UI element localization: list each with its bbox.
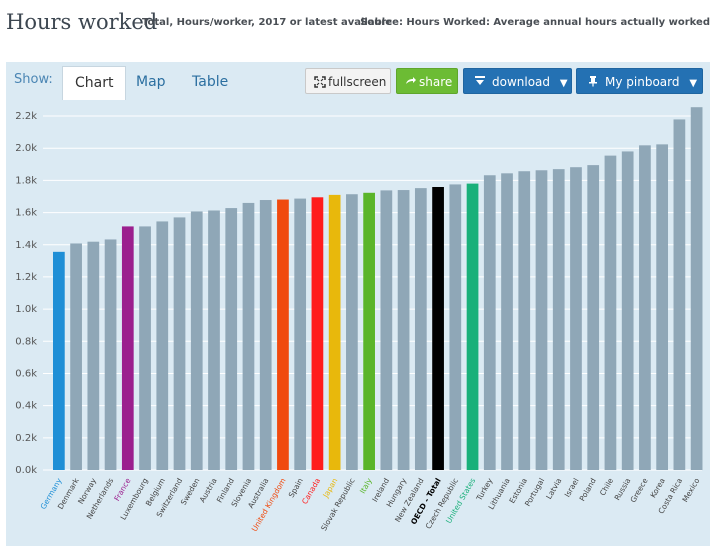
bar-italy[interactable]	[363, 192, 375, 470]
fullscreen-button[interactable]: fullscreen	[305, 68, 391, 94]
bar-israel[interactable]	[570, 167, 582, 471]
x-tick-label: Mexico	[680, 476, 701, 504]
bar-estonia[interactable]	[518, 171, 531, 470]
pinboard-button[interactable]: My pinboard ▼	[576, 68, 703, 94]
y-tick-label: 0.4k	[15, 401, 37, 412]
bar-spain[interactable]	[294, 198, 307, 470]
bar-latvia[interactable]	[552, 169, 565, 470]
bar-turkey[interactable]	[483, 175, 496, 470]
fullscreen-icon	[314, 76, 326, 88]
bar-czech-republic[interactable]	[449, 184, 462, 470]
bar-sweden[interactable]	[190, 211, 203, 471]
bar-greece[interactable]	[639, 145, 651, 470]
y-tick-label: 1.2k	[15, 272, 37, 283]
y-tick-label: 1.0k	[15, 304, 37, 315]
download-label: download	[492, 75, 551, 89]
bar-austria[interactable]	[208, 210, 220, 471]
download-icon	[475, 76, 485, 85]
y-tick-label: 2.2k	[15, 111, 37, 122]
show-label: Show:	[14, 72, 53, 87]
share-button[interactable]: share	[396, 68, 458, 94]
page-title: Hours worked	[6, 10, 158, 34]
source-note: Source: Hours Worked: Average annual hou…	[360, 17, 710, 28]
y-tick-label: 1.4k	[15, 240, 37, 251]
bar-finland[interactable]	[225, 208, 238, 471]
bar-poland[interactable]	[587, 165, 600, 471]
y-tick-label: 0.6k	[15, 368, 37, 379]
bar-germany[interactable]	[53, 251, 65, 470]
bar-belgium[interactable]	[156, 221, 169, 470]
bar-oecd-total[interactable]	[432, 186, 444, 470]
toolbar: Show: Chart Map Table fullscreen share d…	[6, 62, 710, 100]
page-subtitle: Total, Hours/worker, 2017 or latest avai…	[142, 17, 392, 28]
bar-russia[interactable]	[621, 151, 634, 470]
tab-map[interactable]: Map	[136, 74, 166, 90]
bar-canada[interactable]	[311, 197, 324, 470]
x-tick-label: Greece	[628, 476, 649, 504]
header: Hours worked Total, Hours/worker, 2017 o…	[0, 0, 714, 44]
y-tick-label: 0.0k	[15, 465, 37, 476]
bar-chile[interactable]	[604, 155, 617, 470]
chart-panel: Show: Chart Map Table fullscreen share d…	[6, 62, 710, 546]
x-tick-label: Chile	[598, 476, 615, 497]
bar-costa-rica[interactable]	[673, 119, 686, 471]
x-tick-label: Latvia	[544, 477, 563, 501]
x-tick-label: Poland	[578, 476, 598, 502]
y-tick-label: 1.6k	[15, 208, 37, 219]
bar-hungary[interactable]	[397, 190, 410, 470]
bar-portugal[interactable]	[535, 170, 548, 470]
share-label: share	[419, 75, 453, 89]
bar-chart: 0.0k 0.2k 0.4k 0.6k 0.8k 1.0k 1.2k 1.4k 1.6k 1.8k…	[15, 107, 703, 533]
bar-mexico[interactable]	[690, 107, 703, 470]
bar-france[interactable]	[121, 226, 134, 470]
pin-icon	[589, 76, 597, 87]
bar-ireland[interactable]	[380, 190, 393, 470]
bar-korea[interactable]	[656, 144, 669, 470]
bar-australia[interactable]	[259, 200, 272, 470]
pinboard-label: My pinboard	[605, 75, 680, 89]
chevron-down-icon: ▼	[689, 78, 698, 89]
bar-luxembourg[interactable]	[139, 226, 151, 470]
fullscreen-label: fullscreen	[328, 75, 387, 89]
bar-lithuania[interactable]	[501, 173, 513, 470]
y-tick-label: 0.2k	[15, 433, 37, 444]
share-icon	[406, 77, 416, 84]
chart-area: 0.0k 0.2k 0.4k 0.6k 0.8k 1.0k 1.2k 1.4k 1.6k 1.8k…	[6, 100, 710, 546]
x-tick-label: Slovak Republic	[319, 477, 356, 533]
bar-united-states[interactable]	[466, 183, 479, 470]
bar-switzerland[interactable]	[173, 217, 186, 470]
y-tick-label: 2.0k	[15, 143, 37, 154]
bar-japan[interactable]	[328, 194, 341, 470]
x-tick-label: Italy	[358, 476, 374, 495]
bar-slovak-republic[interactable]	[346, 194, 358, 470]
bar-norway[interactable]	[87, 241, 100, 470]
bar-new-zealand[interactable]	[414, 188, 427, 470]
x-tick-label: Israel	[563, 477, 581, 499]
y-tick-label: 1.8k	[15, 175, 37, 186]
tab-table[interactable]: Table	[192, 74, 229, 90]
download-button[interactable]: download ▼	[463, 68, 572, 94]
tab-chart[interactable]: Chart	[62, 66, 127, 100]
y-tick-label: 0.8k	[15, 336, 37, 347]
bar-denmark[interactable]	[70, 243, 82, 470]
bar-netherlands[interactable]	[104, 239, 117, 470]
chevron-down-icon: ▼	[559, 78, 568, 89]
bar-united-kingdom[interactable]	[277, 199, 289, 470]
bar-slovenia[interactable]	[242, 202, 255, 470]
